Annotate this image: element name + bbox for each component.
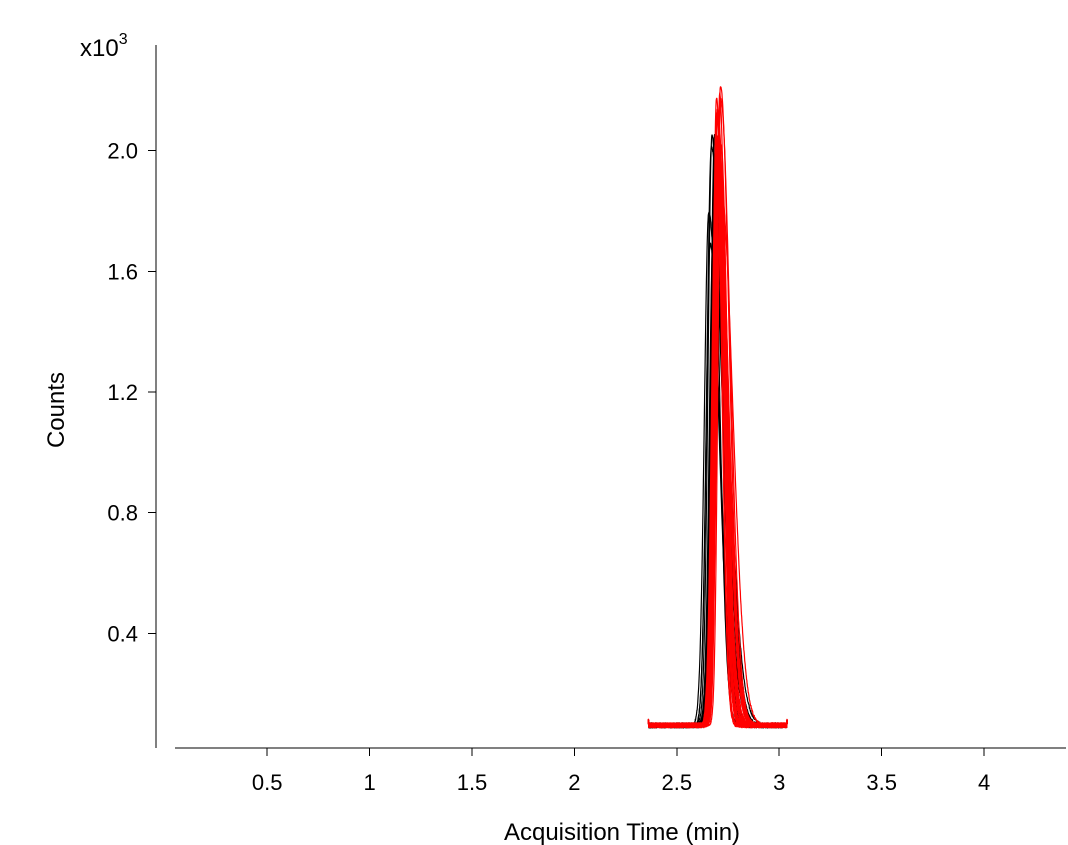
y-tick-group: 0.4 0.8 1.2 1.6 2.0 bbox=[107, 139, 156, 646]
x-tick-label: 3 bbox=[773, 770, 785, 795]
y-tick-label: 1.6 bbox=[107, 259, 138, 284]
x-axis-title: Acquisition Time (min) bbox=[504, 819, 740, 845]
y-tick-label: 2.0 bbox=[107, 139, 138, 164]
y-tick-label: 1.2 bbox=[107, 380, 138, 405]
y-tick-label: 0.8 bbox=[107, 501, 138, 526]
y-multiplier-exponent: 3 bbox=[119, 31, 128, 48]
y-axis-title: Counts bbox=[43, 372, 70, 448]
trace-layer bbox=[647, 86, 789, 729]
x-tick-label: 4 bbox=[978, 770, 990, 795]
y-axis-multiplier: x103 bbox=[80, 31, 128, 62]
x-tick-label: 3.5 bbox=[866, 770, 897, 795]
x-tick-group: 0.5 1 1.5 2 2.5 3 3.5 4 bbox=[252, 748, 990, 795]
x-tick-label: 1 bbox=[363, 770, 375, 795]
red-trace-line bbox=[647, 97, 788, 726]
x-tick-label: 2 bbox=[568, 770, 580, 795]
x-tick-label: 1.5 bbox=[457, 770, 488, 795]
y-tick-label: 0.4 bbox=[107, 621, 138, 646]
x-tick-label: 0.5 bbox=[252, 770, 283, 795]
y-multiplier-base: x10 bbox=[80, 35, 119, 62]
x-tick-label: 2.5 bbox=[662, 770, 693, 795]
